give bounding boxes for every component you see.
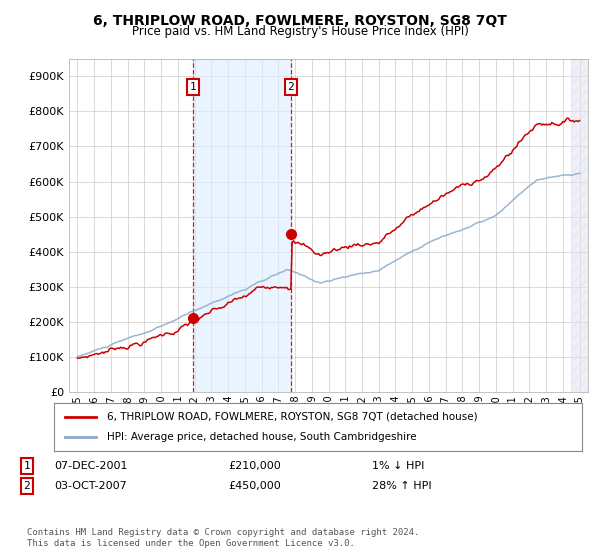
Text: 6, THRIPLOW ROAD, FOWLMERE, ROYSTON, SG8 7QT: 6, THRIPLOW ROAD, FOWLMERE, ROYSTON, SG8… [93, 14, 507, 28]
Text: 1% ↓ HPI: 1% ↓ HPI [372, 461, 424, 471]
Text: HPI: Average price, detached house, South Cambridgeshire: HPI: Average price, detached house, Sout… [107, 432, 416, 442]
Bar [571, 59, 588, 392]
Text: £450,000: £450,000 [228, 481, 281, 491]
Text: 2: 2 [23, 481, 31, 491]
Text: 2: 2 [287, 82, 294, 92]
Text: 1: 1 [23, 461, 31, 471]
Text: 6, THRIPLOW ROAD, FOWLMERE, ROYSTON, SG8 7QT (detached house): 6, THRIPLOW ROAD, FOWLMERE, ROYSTON, SG8… [107, 412, 478, 422]
Text: 03-OCT-2007: 03-OCT-2007 [54, 481, 127, 491]
Text: £210,000: £210,000 [228, 461, 281, 471]
Text: Price paid vs. HM Land Registry's House Price Index (HPI): Price paid vs. HM Land Registry's House … [131, 25, 469, 38]
Text: 07-DEC-2001: 07-DEC-2001 [54, 461, 128, 471]
Text: 1: 1 [190, 82, 197, 92]
Bar [193, 59, 291, 392]
Text: Contains HM Land Registry data © Crown copyright and database right 2024.
This d: Contains HM Land Registry data © Crown c… [27, 528, 419, 548]
Text: 28% ↑ HPI: 28% ↑ HPI [372, 481, 431, 491]
